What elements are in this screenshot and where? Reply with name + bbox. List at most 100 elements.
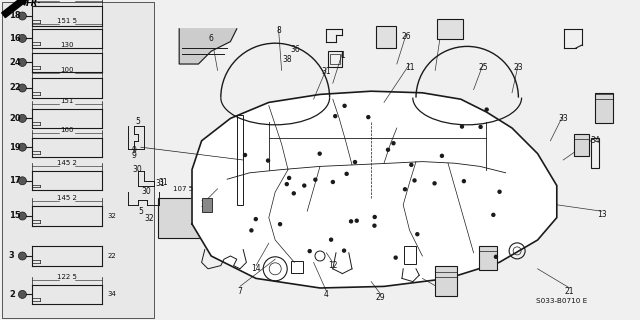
Bar xyxy=(376,26,396,48)
Circle shape xyxy=(433,182,436,185)
Circle shape xyxy=(440,154,444,157)
Text: 8: 8 xyxy=(276,26,281,35)
Text: 9: 9 xyxy=(132,146,137,155)
Text: FR·: FR· xyxy=(26,0,41,8)
Text: 22: 22 xyxy=(108,253,116,259)
Text: 151 5: 151 5 xyxy=(57,0,77,1)
Text: 100: 100 xyxy=(60,68,74,73)
Circle shape xyxy=(226,214,234,222)
Circle shape xyxy=(285,183,288,186)
Text: S033-B0710 E: S033-B0710 E xyxy=(536,298,588,304)
Circle shape xyxy=(333,115,337,118)
Circle shape xyxy=(332,180,334,183)
Text: 35: 35 xyxy=(200,200,210,209)
Circle shape xyxy=(498,190,501,193)
Text: 32: 32 xyxy=(145,214,154,223)
Circle shape xyxy=(343,104,346,107)
Circle shape xyxy=(308,250,311,252)
Text: 21: 21 xyxy=(565,287,574,296)
Circle shape xyxy=(403,188,406,191)
Polygon shape xyxy=(192,91,557,288)
Bar xyxy=(291,261,303,273)
Text: 23: 23 xyxy=(513,63,524,72)
Text: 34: 34 xyxy=(590,136,600,145)
Circle shape xyxy=(462,180,465,183)
Text: 14: 14 xyxy=(251,264,261,273)
Bar xyxy=(404,246,417,264)
Circle shape xyxy=(485,108,488,111)
Circle shape xyxy=(373,215,376,219)
Text: 160: 160 xyxy=(60,127,74,132)
Circle shape xyxy=(349,220,353,223)
Circle shape xyxy=(19,291,26,299)
Circle shape xyxy=(394,256,397,259)
Text: 107 5: 107 5 xyxy=(173,186,193,192)
Text: 2: 2 xyxy=(9,290,15,299)
Text: 19: 19 xyxy=(9,143,20,152)
Circle shape xyxy=(413,179,416,182)
Text: 9: 9 xyxy=(132,151,137,160)
Text: 5: 5 xyxy=(138,207,143,216)
Circle shape xyxy=(416,233,419,236)
Circle shape xyxy=(492,213,495,216)
Text: 3: 3 xyxy=(9,252,15,260)
Text: 7: 7 xyxy=(237,287,243,296)
Text: 28: 28 xyxy=(437,26,446,35)
Circle shape xyxy=(387,148,390,151)
FancyArrow shape xyxy=(2,0,28,18)
Circle shape xyxy=(287,176,291,180)
Text: 151: 151 xyxy=(61,98,74,104)
Circle shape xyxy=(314,178,317,181)
Circle shape xyxy=(342,249,346,252)
Circle shape xyxy=(353,161,356,164)
Text: 32: 32 xyxy=(108,213,116,219)
Bar xyxy=(595,93,613,123)
Circle shape xyxy=(19,114,26,122)
Circle shape xyxy=(367,116,370,119)
Circle shape xyxy=(303,184,306,187)
Text: 5: 5 xyxy=(135,117,140,126)
Text: 38: 38 xyxy=(282,55,292,64)
Text: 145 2: 145 2 xyxy=(57,160,77,166)
Circle shape xyxy=(330,238,333,241)
Text: 30: 30 xyxy=(132,165,143,174)
Text: 30: 30 xyxy=(141,188,151,196)
Text: 15: 15 xyxy=(9,212,20,220)
Circle shape xyxy=(19,58,26,66)
Polygon shape xyxy=(179,29,237,64)
Text: 34: 34 xyxy=(108,292,116,297)
Circle shape xyxy=(460,125,463,128)
Circle shape xyxy=(254,218,257,220)
Text: 17: 17 xyxy=(9,176,20,185)
Text: 11: 11 xyxy=(405,63,414,72)
Text: 18: 18 xyxy=(9,12,20,20)
Text: 1: 1 xyxy=(340,52,345,60)
Bar xyxy=(479,246,497,270)
Circle shape xyxy=(19,12,26,20)
Text: 151 5: 151 5 xyxy=(57,18,77,24)
Text: 6: 6 xyxy=(209,34,214,43)
Bar xyxy=(330,54,340,64)
Text: 122 5: 122 5 xyxy=(57,274,77,280)
Text: 26: 26 xyxy=(401,32,412,41)
Circle shape xyxy=(355,219,358,222)
Bar xyxy=(202,198,212,212)
Circle shape xyxy=(392,142,395,145)
Circle shape xyxy=(19,177,26,185)
Text: 20: 20 xyxy=(9,114,20,123)
Text: 4: 4 xyxy=(324,290,329,299)
Circle shape xyxy=(278,223,282,226)
Text: 33: 33 xyxy=(558,114,568,123)
Circle shape xyxy=(19,212,26,220)
Circle shape xyxy=(19,84,26,92)
Circle shape xyxy=(250,229,253,232)
Circle shape xyxy=(267,159,269,162)
Circle shape xyxy=(19,143,26,151)
Circle shape xyxy=(292,192,295,195)
Circle shape xyxy=(244,154,246,156)
Bar xyxy=(591,138,600,168)
Text: 31: 31 xyxy=(321,68,332,76)
Circle shape xyxy=(410,163,413,166)
Bar xyxy=(2,2,154,318)
Text: 16: 16 xyxy=(9,34,20,43)
